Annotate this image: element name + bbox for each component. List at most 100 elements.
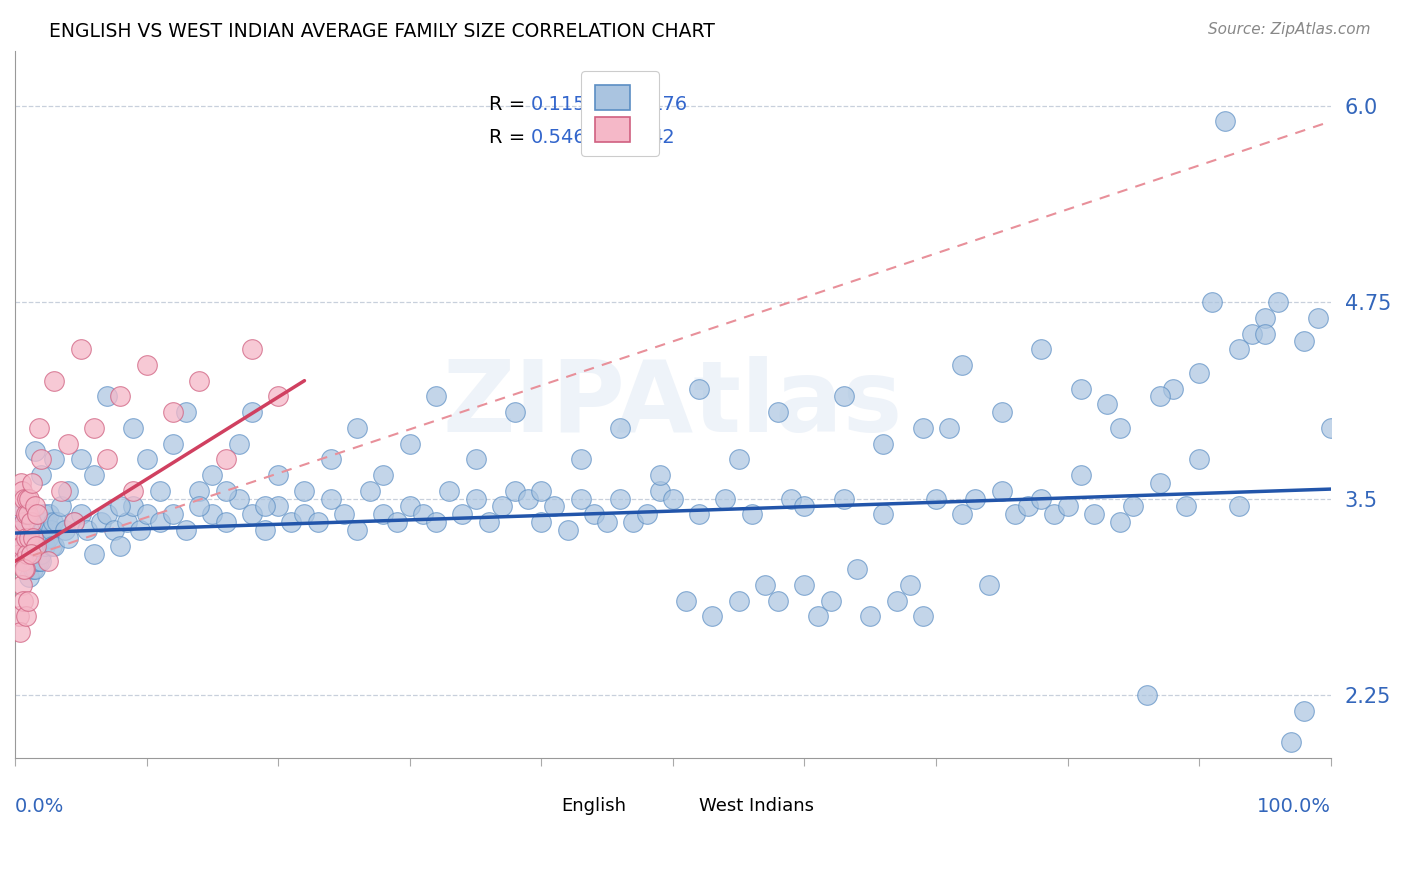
- Point: [754, 578, 776, 592]
- Point: [807, 609, 830, 624]
- Point: [437, 483, 460, 498]
- Text: N =: N =: [600, 128, 657, 147]
- Point: [1267, 295, 1289, 310]
- Point: [38, 507, 60, 521]
- Point: [15, 531, 38, 545]
- Point: [17, 547, 39, 561]
- Point: [1306, 310, 1329, 325]
- Point: [872, 436, 894, 450]
- Text: West Indians: West Indians: [699, 797, 814, 814]
- Point: [425, 389, 447, 403]
- Point: [14, 554, 37, 568]
- Point: [30, 547, 52, 561]
- Point: [96, 389, 118, 403]
- Point: [201, 467, 224, 482]
- Point: [621, 515, 644, 529]
- Point: [44, 452, 66, 467]
- Text: ZIPAtlas: ZIPAtlas: [443, 356, 903, 453]
- Point: [1070, 382, 1092, 396]
- Point: [582, 507, 605, 521]
- Point: [569, 491, 592, 506]
- Point: [11, 483, 34, 498]
- Point: [25, 554, 48, 568]
- Point: [766, 593, 789, 607]
- Point: [174, 405, 197, 419]
- Point: [911, 421, 934, 435]
- Point: [18, 491, 41, 506]
- Point: [44, 374, 66, 388]
- Point: [373, 507, 395, 521]
- Point: [14, 562, 37, 576]
- Point: [13, 515, 35, 529]
- Point: [115, 515, 138, 529]
- Point: [425, 515, 447, 529]
- Point: [872, 507, 894, 521]
- Point: [727, 452, 749, 467]
- Text: 42: 42: [651, 128, 675, 147]
- Point: [675, 593, 697, 607]
- Point: [122, 483, 145, 498]
- Point: [28, 531, 51, 545]
- FancyBboxPatch shape: [669, 785, 693, 805]
- Point: [503, 483, 526, 498]
- Point: [30, 554, 52, 568]
- Point: [1294, 704, 1316, 718]
- Point: [162, 507, 184, 521]
- Point: [17, 570, 39, 584]
- Point: [1043, 507, 1066, 521]
- Point: [42, 515, 65, 529]
- Point: [965, 491, 987, 506]
- Point: [8, 547, 31, 561]
- Point: [253, 523, 276, 537]
- Point: [530, 515, 553, 529]
- Point: [28, 421, 51, 435]
- Point: [188, 374, 211, 388]
- Point: [56, 531, 79, 545]
- Point: [228, 491, 250, 506]
- Point: [1279, 735, 1302, 749]
- Point: [228, 436, 250, 450]
- Point: [10, 507, 32, 521]
- Point: [24, 500, 46, 514]
- Point: [1227, 343, 1250, 357]
- Point: [1095, 397, 1118, 411]
- Point: [1031, 343, 1053, 357]
- Point: [25, 539, 48, 553]
- Point: [96, 452, 118, 467]
- Point: [214, 452, 236, 467]
- Text: English: English: [561, 797, 626, 814]
- Point: [122, 421, 145, 435]
- Point: [319, 491, 342, 506]
- Point: [727, 593, 749, 607]
- Point: [14, 609, 37, 624]
- Point: [530, 483, 553, 498]
- Point: [22, 539, 45, 553]
- Point: [1122, 500, 1144, 514]
- Point: [7, 609, 30, 624]
- Point: [201, 507, 224, 521]
- Point: [1161, 382, 1184, 396]
- Point: [25, 531, 48, 545]
- Point: [1056, 500, 1078, 514]
- Point: [41, 539, 63, 553]
- Point: [129, 523, 152, 537]
- Point: [21, 539, 44, 553]
- Point: [83, 547, 105, 561]
- Point: [110, 539, 132, 553]
- Point: [648, 483, 671, 498]
- Point: [7, 531, 30, 545]
- Point: [162, 436, 184, 450]
- Point: [44, 539, 66, 553]
- Point: [135, 507, 157, 521]
- Point: [135, 358, 157, 372]
- Point: [13, 562, 35, 576]
- Point: [977, 578, 1000, 592]
- Point: [793, 578, 815, 592]
- Point: [359, 483, 381, 498]
- Point: [464, 452, 486, 467]
- Point: [30, 467, 52, 482]
- Point: [609, 491, 631, 506]
- Point: [991, 405, 1014, 419]
- Point: [8, 625, 31, 640]
- Point: [96, 507, 118, 521]
